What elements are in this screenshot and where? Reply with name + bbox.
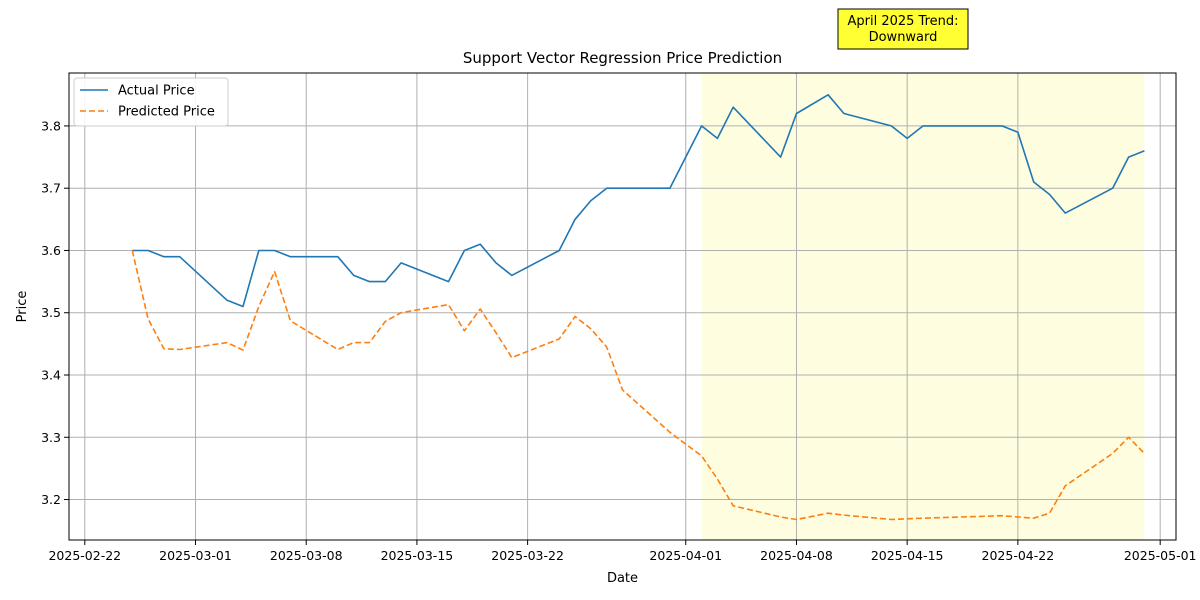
trend-annotation: April 2025 Trend:Downward <box>837 8 969 50</box>
y-axis-label: Price <box>15 291 30 323</box>
annotation-text: April 2025 Trend: <box>847 14 958 29</box>
y-tick-label: 3.3 <box>41 430 61 445</box>
x-tick-label: 2025-04-01 <box>649 548 722 563</box>
y-axis-ticks: 3.2 3.3 3.4 3.5 3.6 3.7 3.8 <box>41 118 69 507</box>
x-tick-label: 2025-03-01 <box>159 548 232 563</box>
x-tick-label: 2025-03-22 <box>491 548 564 563</box>
x-tick-label: 2025-04-08 <box>760 548 833 563</box>
y-tick-label: 3.8 <box>41 118 61 133</box>
annotation-text: Downward <box>869 30 938 45</box>
legend-box <box>73 77 229 127</box>
grid <box>69 73 1176 540</box>
series-line-2 <box>131 250 1145 521</box>
legend: Actual Price Predicted Price <box>73 77 229 127</box>
x-tick-label: 2025-04-22 <box>982 548 1055 563</box>
x-tick-label: 2025-03-08 <box>270 548 343 563</box>
x-tick-label: 2025-04-15 <box>871 548 944 563</box>
x-tick-label: 2025-03-15 <box>381 548 454 563</box>
y-tick-label: 3.4 <box>41 367 61 382</box>
plot-frame <box>68 72 1177 541</box>
y-tick-label: 3.6 <box>41 243 61 258</box>
chart-title: Support Vector Regression Price Predicti… <box>463 49 782 67</box>
y-tick-label: 3.5 <box>41 305 61 320</box>
legend-label: Predicted Price <box>118 105 215 120</box>
y-tick-label: 3.7 <box>41 181 61 196</box>
series-lines <box>131 94 1145 521</box>
x-axis-label: Date <box>607 571 638 586</box>
legend-label: Actual Price <box>118 84 195 99</box>
y-tick-label: 3.2 <box>41 492 61 507</box>
x-tick-label: 2025-05-01 <box>1124 548 1197 563</box>
series-line-1 <box>132 94 1145 308</box>
x-axis-ticks: 2025-02-22 2025-03-01 2025-03-08 2025-03-15… <box>48 540 1197 563</box>
x-tick-label: 2025-02-22 <box>48 548 121 563</box>
annotation-box <box>837 8 969 50</box>
